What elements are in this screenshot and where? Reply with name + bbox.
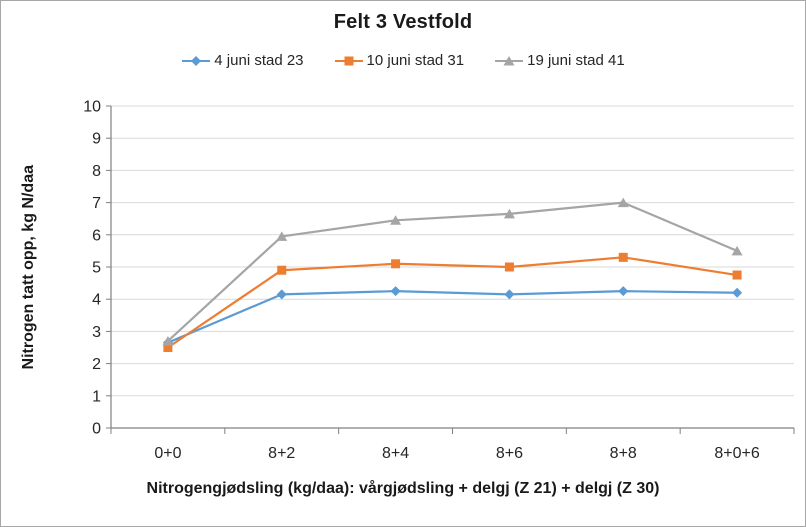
- x-tick-label: 8+8: [610, 445, 637, 462]
- y-tick-label: 1: [92, 388, 101, 405]
- x-tick-label: 8+2: [268, 445, 295, 462]
- square-marker-icon: [732, 270, 742, 280]
- diamond-marker-icon: [390, 286, 401, 297]
- y-tick-label: 9: [92, 131, 101, 148]
- y-tick-label: 5: [92, 260, 101, 277]
- square-marker-icon: [277, 265, 287, 275]
- legend-item-3: 19 juni stad 41: [494, 52, 625, 69]
- y-tick-label: 10: [83, 99, 101, 116]
- triangle-marker-icon: [731, 245, 743, 256]
- x-tick-label: 8+0+6: [714, 445, 759, 462]
- legend-label: 4 juni stad 23: [214, 52, 304, 69]
- legend-item-1: 4 juni stad 23: [181, 52, 304, 69]
- diamond-marker-icon: [276, 289, 287, 300]
- chart-title: Felt 3 Vestfold: [333, 11, 473, 33]
- square-marker-icon: [504, 262, 514, 272]
- triangle-marker-icon: [390, 215, 402, 225]
- triangle-marker-icon: [617, 197, 629, 208]
- legend-label: 19 juni stad 41: [527, 52, 625, 69]
- y-tick-label: 0: [92, 421, 101, 438]
- x-axis-title: Nitrogengjødsling (kg/daa): vårgjødsling…: [146, 480, 660, 497]
- triangle-marker-icon: [162, 336, 174, 346]
- y-tick-label: 6: [92, 227, 101, 244]
- legend-item-2: 10 juni stad 31: [334, 52, 465, 69]
- chart-legend: 4 juni stad 23 10 juni stad 31 19 juni sta…: [1, 52, 805, 69]
- y-tick-label: 8: [92, 163, 101, 180]
- legend-square-icon: [334, 56, 363, 65]
- square-marker-icon: [391, 259, 401, 269]
- series-line-square: [166, 256, 739, 349]
- series-line-triangle: [166, 201, 739, 343]
- y-tick-label: 3: [92, 324, 101, 341]
- legend-label: 10 juni stad 31: [366, 52, 465, 69]
- triangle-marker-icon: [503, 208, 515, 219]
- square-marker-icon: [618, 252, 628, 262]
- diamond-marker-icon: [618, 286, 629, 297]
- y-tick-label: 7: [92, 195, 101, 212]
- series-line-diamond: [166, 290, 739, 344]
- legend-diamond-icon: [182, 55, 211, 66]
- x-tick-label: 0+0: [154, 445, 181, 462]
- legend-triangle-icon: [495, 55, 524, 65]
- y-tick-label: 4: [92, 292, 101, 309]
- y-tick-label: 2: [92, 356, 101, 373]
- diamond-marker-icon: [732, 287, 743, 298]
- x-tick-label: 8+4: [382, 445, 409, 462]
- x-tick-label: 8+6: [496, 445, 523, 462]
- diamond-marker-icon: [504, 289, 515, 300]
- triangle-marker-icon: [276, 231, 288, 241]
